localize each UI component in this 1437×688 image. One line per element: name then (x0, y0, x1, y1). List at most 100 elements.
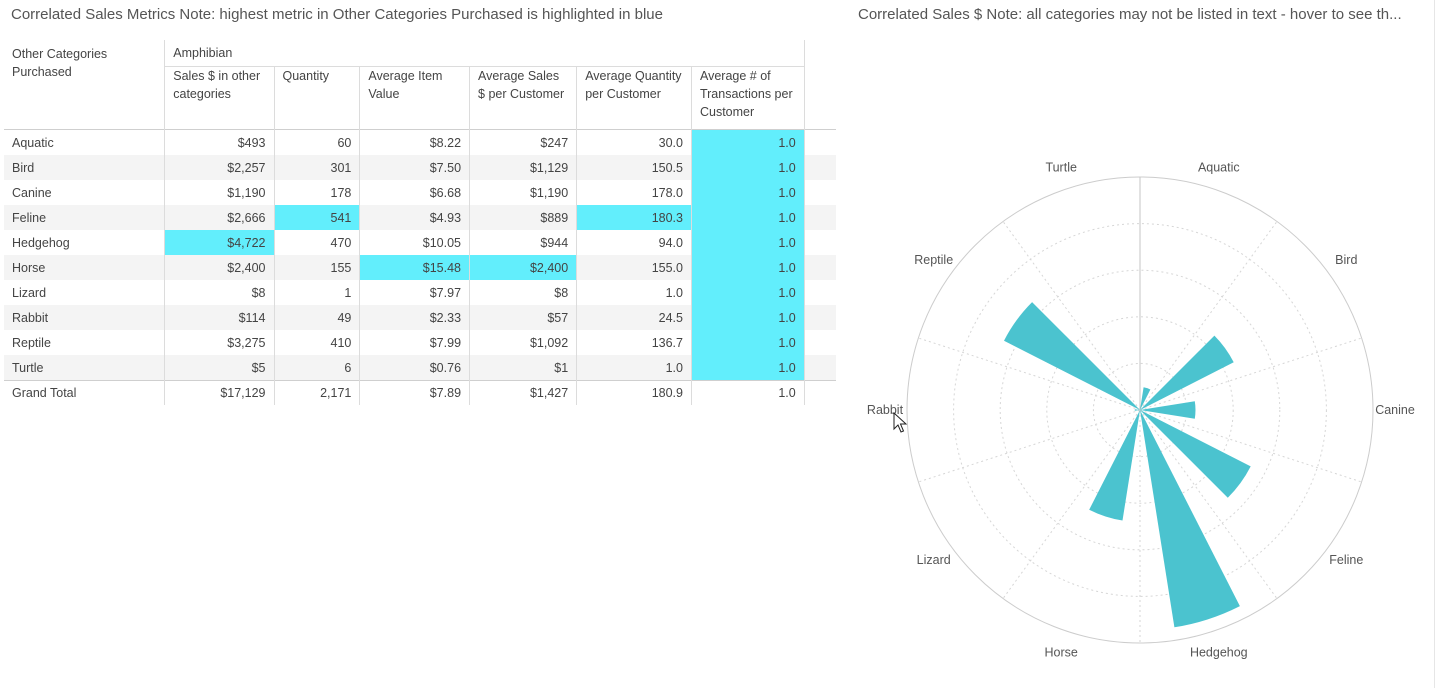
table-cell: 1.0 (691, 355, 805, 381)
row-label: Rabbit (4, 305, 166, 330)
table-cell: 60 (274, 129, 361, 155)
table-row[interactable]: Hedgehog $4,722 470 $10.05 $944 94.0 1.0 (4, 230, 836, 255)
table-cell: $1,129 (469, 155, 578, 180)
table-cell: $10.05 (359, 230, 471, 255)
row-label: Reptile (4, 330, 166, 355)
table-cell: 1.0 (691, 180, 805, 205)
table-cell: 1.0 (576, 280, 692, 305)
axis-label-aquatic: Aquatic (1198, 161, 1240, 175)
row-label: Bird (4, 155, 166, 180)
grid-spoke (1139, 409, 1362, 483)
table-cell: 136.7 (576, 330, 692, 355)
column-header[interactable]: Quantity (274, 66, 361, 130)
bar-bird[interactable] (1140, 335, 1234, 410)
table-cell: $493 (164, 129, 275, 155)
axis-label-reptile: Reptile (914, 253, 953, 267)
table-row[interactable]: Bird $2,257 301 $7.50 $1,129 150.5 1.0 (4, 155, 836, 180)
table-cell: $2,400 (164, 255, 275, 280)
table-cell: 1 (274, 280, 361, 305)
polar-chart: Aquatic Bird Canine Feline Hedgehog Horse Liza… (867, 161, 1415, 660)
axis-label-horse: Horse (1045, 646, 1078, 660)
bar-horse[interactable] (1089, 410, 1140, 521)
table-cell: $889 (469, 205, 578, 230)
table-cell: 155 (274, 255, 361, 280)
table-cell: $4.93 (359, 205, 471, 230)
grand-total-label: Grand Total (4, 380, 166, 405)
total-cell: 2,171 (274, 380, 361, 405)
bar-rabbit[interactable] (1134, 409, 1140, 411)
column-header[interactable]: Average Item Value (359, 66, 471, 130)
table-cell: $1,092 (469, 330, 578, 355)
row-label: Hedgehog (4, 230, 166, 255)
mouse-cursor-icon (893, 412, 907, 433)
table-cell: 1.0 (691, 305, 805, 330)
table-cell: $2,666 (164, 205, 275, 230)
grid-spoke (1139, 409, 1278, 599)
table-cell: $8 (469, 280, 578, 305)
right-panel-title: Correlated Sales $ Note: all categories … (858, 6, 1402, 23)
table-cell: $6.68 (359, 180, 471, 205)
row-header-label: Other Categories Purchased (4, 40, 166, 130)
table-cell: $57 (469, 305, 578, 330)
table-row[interactable]: Reptile $3,275 410 $7.99 $1,092 136.7 1.0 (4, 330, 836, 355)
column-header[interactable]: Average Sales $ per Customer (469, 66, 578, 130)
panel-edge (1434, 0, 1435, 688)
table-cell: $7.99 (359, 330, 471, 355)
axis-label-feline: Feline (1329, 553, 1363, 567)
table-cell: $2,400 (469, 255, 578, 280)
table-row[interactable]: Lizard $8 1 $7.97 $8 1.0 1.0 (4, 280, 836, 305)
table-cell: $114 (164, 305, 275, 330)
table-cell: $0.76 (359, 355, 471, 381)
table-cell: 30.0 (576, 129, 692, 155)
axis-label-bird: Bird (1335, 253, 1357, 267)
column-header[interactable]: Average Quantity per Customer (576, 66, 692, 130)
table-cell: 155.0 (576, 255, 692, 280)
total-cell: $1,427 (469, 380, 578, 405)
bar-aquatic[interactable] (1140, 387, 1151, 410)
bar-feline[interactable] (1140, 410, 1251, 498)
table-row[interactable]: Feline $2,666 541 $4.93 $889 180.3 1.0 (4, 205, 836, 230)
table-row[interactable]: Rabbit $114 49 $2.33 $57 24.5 1.0 (4, 305, 836, 330)
table-cell: $5 (164, 355, 275, 381)
table-row[interactable]: Turtle $5 6 $0.76 $1 1.0 1.0 (4, 355, 836, 381)
bar-hedgehog[interactable] (1140, 410, 1240, 628)
bar-reptile[interactable] (1004, 302, 1140, 410)
table-cell: 6 (274, 355, 361, 381)
axis-label-hedgehog: Hedgehog (1190, 646, 1248, 660)
grid-spoke (918, 337, 1141, 411)
table-cell: 178.0 (576, 180, 692, 205)
axis-label-lizard: Lizard (917, 553, 951, 567)
row-label: Lizard (4, 280, 166, 305)
table-cell: $2.33 (359, 305, 471, 330)
row-label: Feline (4, 205, 166, 230)
table-cell: $2,257 (164, 155, 275, 180)
table-cell: 49 (274, 305, 361, 330)
table-cell: $1 (469, 355, 578, 381)
table-cell: $247 (469, 129, 578, 155)
total-cell: 1.0 (691, 380, 805, 405)
grid-spoke (1002, 221, 1141, 411)
table-row[interactable]: Aquatic $493 60 $8.22 $247 30.0 1.0 (4, 129, 836, 155)
table-row[interactable]: Horse $2,400 155 $15.48 $2,400 155.0 1.0 (4, 255, 836, 280)
table-cell: 470 (274, 230, 361, 255)
column-header[interactable]: Sales $ in other categories (164, 66, 275, 130)
table-cell: $3,275 (164, 330, 275, 355)
table-cell: 1.0 (691, 280, 805, 305)
row-label: Turtle (4, 355, 166, 381)
bar-canine[interactable] (1140, 401, 1196, 419)
grid-spoke (1002, 409, 1141, 599)
table-cell: $1,190 (469, 180, 578, 205)
row-label: Aquatic (4, 129, 166, 155)
table-cell: $7.97 (359, 280, 471, 305)
row-label: Canine (4, 180, 166, 205)
table-cell: 1.0 (691, 255, 805, 280)
table-cell: 301 (274, 155, 361, 180)
left-panel-title: Correlated Sales Metrics Note: highest m… (11, 6, 663, 23)
table-cell: 1.0 (691, 129, 805, 155)
column-header[interactable]: Average # of Transactions per Customer (691, 66, 805, 130)
table-cell: 541 (274, 205, 361, 230)
table-row[interactable]: Canine $1,190 178 $6.68 $1,190 178.0 1.0 (4, 180, 836, 205)
table-cell: 94.0 (576, 230, 692, 255)
grid-ring (999, 269, 1281, 551)
table-cell: 178 (274, 180, 361, 205)
